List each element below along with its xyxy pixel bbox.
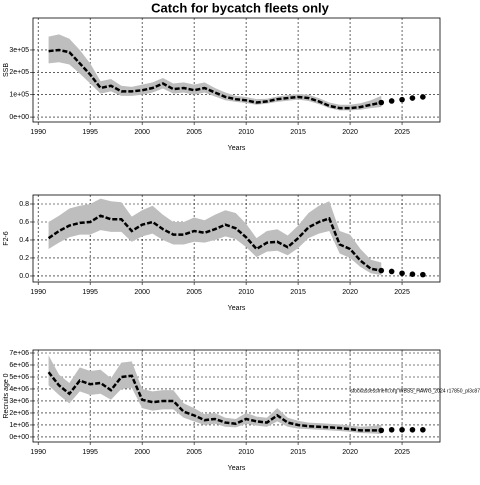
plot-frame xyxy=(32,349,441,443)
forecast-point xyxy=(388,426,395,433)
y-tick-label: 0.6 xyxy=(19,219,29,226)
x-tick-label: 1990 xyxy=(30,129,46,136)
annotation: stockassessment.org WBSS_HAWG_2024 r1785… xyxy=(350,389,480,395)
y-tick-label: 0e+00 xyxy=(9,114,29,121)
estimate-line xyxy=(47,214,382,272)
y-tick-label: 0.0 xyxy=(19,273,29,280)
y-tick-label: 7e+06 xyxy=(9,350,29,357)
x-axis-label: Years xyxy=(228,305,246,312)
x-tick-label: 1990 xyxy=(30,289,46,296)
x-tick-label: 2020 xyxy=(342,289,358,296)
plot-frame xyxy=(32,194,441,283)
forecast-point xyxy=(399,426,405,433)
x-tick-label: 2000 xyxy=(134,449,150,456)
y-tick-label: 0.8 xyxy=(19,201,29,208)
x-tick-label: 1990 xyxy=(30,449,46,456)
x-axis-label: Years xyxy=(228,465,246,472)
x-tick-label: 2020 xyxy=(342,129,358,136)
forecast-point xyxy=(378,427,385,434)
forecast-point xyxy=(378,267,385,274)
x-tick-label: 2015 xyxy=(290,129,306,136)
y-axis-label: SSB xyxy=(3,63,10,77)
x-tick-label: 2025 xyxy=(394,449,410,456)
y-tick-label: 0.4 xyxy=(19,237,29,244)
forecast-point xyxy=(409,95,416,101)
estimate-line xyxy=(47,371,382,432)
y-tick-label: 2e+06 xyxy=(9,410,29,417)
y-axis-label: F2-6 xyxy=(3,231,10,246)
x-tick-label: 2005 xyxy=(186,129,202,136)
confidence-band xyxy=(48,198,382,276)
plot-frame xyxy=(32,17,441,123)
x-tick-label: 2015 xyxy=(290,289,306,296)
forecast-point xyxy=(409,271,416,277)
figure-title: Catch for bycatch fleets only xyxy=(151,0,329,15)
y-tick-label: 2e+05 xyxy=(9,69,29,76)
x-tick-label: 1995 xyxy=(82,129,98,136)
y-axis-label: Recruits age 0 xyxy=(3,373,10,418)
x-tick-label: 2005 xyxy=(186,289,202,296)
x-tick-label: 1995 xyxy=(82,289,98,296)
y-tick-label: 1e+06 xyxy=(9,422,29,429)
y-tick-label: 3e+05 xyxy=(9,47,29,54)
x-tick-label: 2015 xyxy=(290,449,306,456)
y-tick-label: 5e+06 xyxy=(9,374,29,381)
y-tick-label: 3e+06 xyxy=(9,398,29,405)
forecast-point xyxy=(378,99,385,106)
forecast-point xyxy=(420,426,426,433)
x-tick-label: 2000 xyxy=(134,289,150,296)
forecast-point xyxy=(388,98,395,104)
x-tick-label: 2010 xyxy=(238,129,254,136)
x-tick-label: 2000 xyxy=(134,129,150,136)
x-tick-label: 2020 xyxy=(342,449,358,456)
forecast-point xyxy=(409,426,416,433)
forecast-point xyxy=(420,94,426,100)
x-tick-label: 2010 xyxy=(238,289,254,296)
x-tick-label: 1995 xyxy=(82,449,98,456)
y-tick-label: 0.2 xyxy=(19,255,29,262)
y-tick-label: 1e+05 xyxy=(9,92,29,99)
forecast-point xyxy=(388,268,395,275)
forecast-point xyxy=(420,271,426,278)
forecast-point xyxy=(399,270,405,277)
x-tick-label: 2025 xyxy=(394,289,410,296)
y-tick-label: 4e+06 xyxy=(9,386,29,393)
y-tick-label: 0e+00 xyxy=(9,434,29,441)
y-tick-label: 6e+06 xyxy=(9,362,29,369)
x-axis-label: Years xyxy=(228,145,246,152)
x-tick-label: 2010 xyxy=(238,449,254,456)
forecast-point xyxy=(399,96,405,103)
x-tick-label: 2005 xyxy=(186,449,202,456)
x-tick-label: 2025 xyxy=(394,129,410,136)
estimate-line xyxy=(48,48,382,110)
